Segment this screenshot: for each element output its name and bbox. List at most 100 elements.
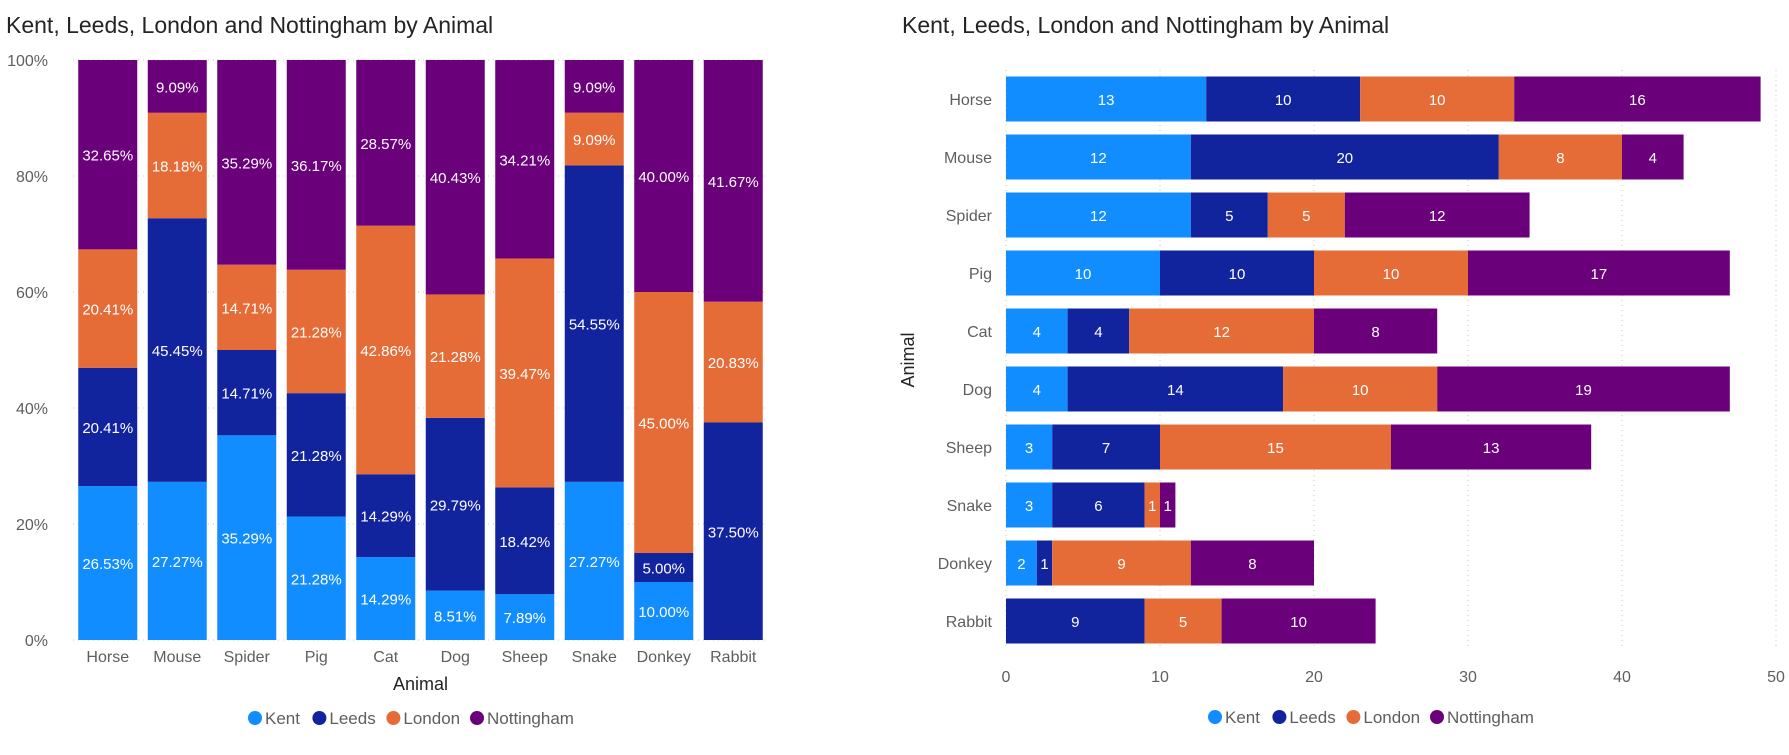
bar-segment-mouse-leeds[interactable] [147, 218, 207, 482]
bar-segment-snake-london[interactable] [564, 112, 624, 166]
bar-segment-donkey-kent[interactable] [634, 582, 694, 640]
bar-segment-donkey-nottingham[interactable] [634, 60, 694, 292]
data-label-mouse-leeds: 20 [1336, 150, 1353, 167]
legend-marker-nottingham [470, 711, 484, 725]
bar-segment-snake-kent[interactable] [564, 481, 624, 640]
bar-segment-pig-leeds[interactable] [1160, 250, 1314, 296]
bar-segment-cat-nottingham[interactable] [356, 59, 416, 226]
x-tick-label: 0 [1002, 669, 1011, 686]
bar-segment-mouse-nottingham[interactable] [147, 60, 207, 113]
data-label-donkey-kent: 10.00% [638, 604, 689, 621]
bar-segment-rabbit-leeds[interactable] [703, 422, 763, 641]
bar-segment-pig-nottingham[interactable] [1468, 250, 1730, 296]
bar-segment-horse-leeds[interactable] [1206, 76, 1361, 122]
bar-segment-cat-kent[interactable] [1006, 308, 1068, 354]
bar-segment-sheep-leeds[interactable] [495, 487, 555, 595]
bar-segment-cat-kent[interactable] [356, 557, 416, 640]
bar-segment-rabbit-nottingham[interactable] [703, 60, 763, 302]
bar-segment-donkey-leeds[interactable] [1036, 540, 1053, 586]
bar-segment-dog-leeds[interactable] [425, 417, 485, 591]
bar-segment-cat-leeds[interactable] [1067, 308, 1130, 354]
bar-segment-mouse-kent[interactable] [1006, 134, 1191, 180]
bar-segment-snake-leeds[interactable] [1052, 482, 1145, 528]
bar-segment-spider-nottingham[interactable] [1344, 192, 1530, 238]
bar-segment-horse-london[interactable] [1360, 76, 1515, 122]
bar-segment-snake-nottingham[interactable] [1160, 482, 1176, 528]
bar-segment-cat-leeds[interactable] [356, 474, 416, 558]
data-label-pig-kent: 21.28% [291, 571, 342, 588]
bar-segment-rabbit-london[interactable] [703, 301, 763, 423]
bar-segment-snake-leeds[interactable] [564, 165, 624, 482]
bar-segment-dog-kent[interactable] [425, 590, 485, 640]
bar-segment-snake-london[interactable] [1144, 482, 1160, 528]
bar-segment-mouse-leeds[interactable] [1190, 134, 1499, 180]
bar-segment-dog-nottingham[interactable] [425, 59, 485, 295]
bar-segment-donkey-london[interactable] [634, 292, 694, 553]
legend-label-nottingham: Nottingham [487, 709, 574, 728]
percent-stacked-column-chart: 0% 20% 40% 60% 80% 100% 26.53% 20.41% 20.41% 32.6… [7, 53, 768, 728]
legend-label-leeds: Leeds [1289, 708, 1335, 727]
bar-segment-spider-nottingham[interactable] [217, 60, 277, 265]
bar-segment-sheep-london[interactable] [1160, 424, 1391, 470]
bar-segment-rabbit-london[interactable] [1144, 598, 1222, 644]
bar-segment-sheep-nottingham[interactable] [495, 60, 555, 259]
data-label-donkey-nottingham: 40.00% [638, 169, 689, 186]
bar-segment-mouse-kent[interactable] [147, 481, 207, 640]
bar-segment-horse-kent[interactable] [78, 486, 138, 640]
data-label-mouse-leeds: 45.45% [152, 343, 203, 360]
bar-segment-pig-london[interactable] [1314, 250, 1468, 296]
bar-segment-sheep-london[interactable] [495, 258, 555, 488]
bar-segment-dog-london[interactable] [425, 294, 485, 418]
bar-segment-horse-nottingham[interactable] [78, 60, 138, 250]
bar-segment-sheep-leeds[interactable] [1052, 424, 1160, 470]
bar-segment-pig-kent[interactable] [1006, 250, 1160, 296]
bar-segment-mouse-nottingham[interactable] [1622, 134, 1684, 180]
bar-segment-spider-leeds[interactable] [1190, 192, 1268, 238]
bar-segment-dog-nottingham[interactable] [1437, 366, 1730, 412]
bar-segment-pig-london[interactable] [286, 269, 346, 394]
bar-segment-snake-nottingham[interactable] [564, 60, 624, 113]
bar-segment-dog-leeds[interactable] [1067, 366, 1284, 412]
bar-segment-spider-leeds[interactable] [217, 350, 277, 436]
bar-segment-dog-kent[interactable] [1006, 366, 1068, 412]
data-label-snake-london: 1 [1148, 498, 1156, 515]
x-tick-label: Sheep [502, 649, 548, 666]
bar-segment-pig-nottingham[interactable] [286, 59, 346, 270]
bar-segment-donkey-leeds[interactable] [634, 553, 694, 582]
bar-segment-spider-london[interactable] [1267, 192, 1345, 238]
bar-segment-mouse-london[interactable] [1498, 134, 1622, 180]
bar-segment-pig-leeds[interactable] [286, 393, 346, 517]
bar-segment-cat-nottingham[interactable] [1314, 308, 1438, 354]
bar-segment-sheep-nottingham[interactable] [1391, 424, 1592, 470]
bar-segment-donkey-kent[interactable] [1006, 540, 1037, 586]
bar-segment-donkey-nottingham[interactable] [1190, 540, 1314, 586]
y-tick-label: Rabbit [946, 614, 993, 631]
bar-segment-sheep-kent[interactable] [1006, 424, 1053, 470]
bar-segment-mouse-london[interactable] [147, 112, 207, 219]
bar-segment-cat-london[interactable] [356, 225, 416, 475]
bar-segment-horse-london[interactable] [78, 249, 138, 368]
bar-segment-sheep-kent[interactable] [495, 594, 555, 640]
bar-segment-rabbit-nottingham[interactable] [1221, 598, 1376, 644]
bar-segment-spider-kent[interactable] [217, 435, 277, 640]
bar-segment-pig-kent[interactable] [286, 516, 346, 640]
bar-segment-snake-kent[interactable] [1006, 482, 1053, 528]
y-tick-label: Spider [946, 208, 993, 225]
data-label-sheep-leeds: 7 [1102, 440, 1110, 457]
bar-segment-dog-london[interactable] [1283, 366, 1438, 412]
data-label-pig-nottingham: 36.17% [291, 158, 342, 175]
data-label-pig-leeds: 21.28% [291, 448, 342, 465]
bar-segment-spider-london[interactable] [217, 264, 277, 350]
bar-segment-horse-kent[interactable] [1006, 76, 1207, 122]
bar-segment-spider-kent[interactable] [1006, 192, 1191, 238]
y-tick-label: Snake [947, 498, 992, 515]
bar-segment-rabbit-leeds[interactable] [1006, 598, 1145, 644]
bar-segment-horse-nottingham[interactable] [1514, 76, 1761, 122]
x-tick-label: Cat [373, 649, 398, 666]
bar-segment-cat-london[interactable] [1129, 308, 1314, 354]
data-label-cat-nottingham: 8 [1371, 324, 1379, 341]
data-label-snake-nottingham: 1 [1164, 498, 1172, 515]
bar-segment-donkey-london[interactable] [1052, 540, 1191, 586]
bar-segment-horse-leeds[interactable] [78, 367, 138, 487]
